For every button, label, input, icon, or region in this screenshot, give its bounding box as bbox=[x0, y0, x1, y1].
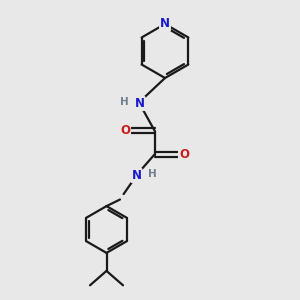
Text: H: H bbox=[148, 169, 157, 179]
Text: N: N bbox=[134, 97, 145, 110]
Text: N: N bbox=[160, 17, 170, 31]
Text: O: O bbox=[179, 148, 189, 161]
Text: H: H bbox=[119, 97, 128, 107]
Text: N: N bbox=[131, 169, 142, 182]
Text: O: O bbox=[120, 124, 130, 137]
